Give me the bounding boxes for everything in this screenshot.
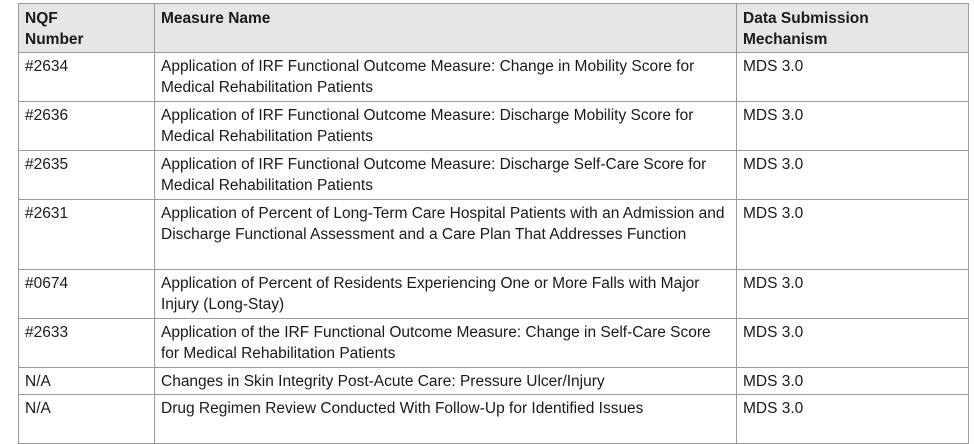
nqf-cell: N/A [18,367,155,395]
table-row: #2636 Application of IRF Functional Outc… [18,101,969,151]
mechanism-cell: MDS 3.0 [736,318,969,368]
measure-cell: Application of Percent of Long-Term Care… [154,199,737,270]
header-measure-label: Measure Name [161,10,271,27]
measure-cell: Drug Regimen Review Conducted With Follo… [154,394,737,444]
header-row: NQF Number Measure Name Data Submission … [18,3,969,53]
table-row: #2633 Application of the IRF Functional … [18,318,969,368]
header-data-submission: Data Submission Mechanism [736,3,969,53]
nqf-cell: #2634 [18,52,155,102]
header-measure-name: Measure Name [154,3,737,53]
table-row: #2635 Application of IRF Functional Outc… [18,150,969,200]
table-row: N/A Changes in Skin Integrity Post-Acute… [18,367,969,395]
header-mech-line1: Data Submission [743,10,869,27]
mechanism-cell: MDS 3.0 [736,269,969,319]
mechanism-cell: MDS 3.0 [736,394,969,444]
mechanism-cell: MDS 3.0 [736,367,969,395]
nqf-cell: #0674 [18,269,155,319]
table-row: #2634 Application of IRF Functional Outc… [18,52,969,102]
document-body: NQF Number Measure Name Data Submission … [18,3,969,444]
mechanism-cell: MDS 3.0 [736,150,969,200]
nqf-cell: N/A [18,394,155,444]
table-header: NQF Number Measure Name Data Submission … [18,3,969,53]
header-mech-line2: Mechanism [743,31,828,48]
header-nqf-number: NQF Number [18,3,155,53]
header-nqf-line1: NQF [25,10,58,27]
quality-measures-table: NQF Number Measure Name Data Submission … [18,3,969,444]
mechanism-cell: MDS 3.0 [736,101,969,151]
table-row: #0674 Application of Percent of Resident… [18,269,969,319]
mechanism-cell: MDS 3.0 [736,52,969,102]
table-row: N/A Drug Regimen Review Conducted With F… [18,394,969,444]
mechanism-cell: MDS 3.0 [736,199,969,270]
nqf-cell: #2633 [18,318,155,368]
nqf-cell: #2635 [18,150,155,200]
nqf-cell: #2636 [18,101,155,151]
header-nqf-line2: Number [25,31,84,48]
table-row: #2631 Application of Percent of Long-Ter… [18,199,969,270]
table-body: #2634 Application of IRF Functional Outc… [18,52,969,444]
measure-cell: Application of the IRF Functional Outcom… [154,318,737,368]
measure-cell: Application of IRF Functional Outcome Me… [154,150,737,200]
measure-cell: Changes in Skin Integrity Post-Acute Car… [154,367,737,395]
nqf-cell: #2631 [18,199,155,270]
measure-cell: Application of Percent of Residents Expe… [154,269,737,319]
measure-cell: Application of IRF Functional Outcome Me… [154,101,737,151]
measure-cell: Application of IRF Functional Outcome Me… [154,52,737,102]
